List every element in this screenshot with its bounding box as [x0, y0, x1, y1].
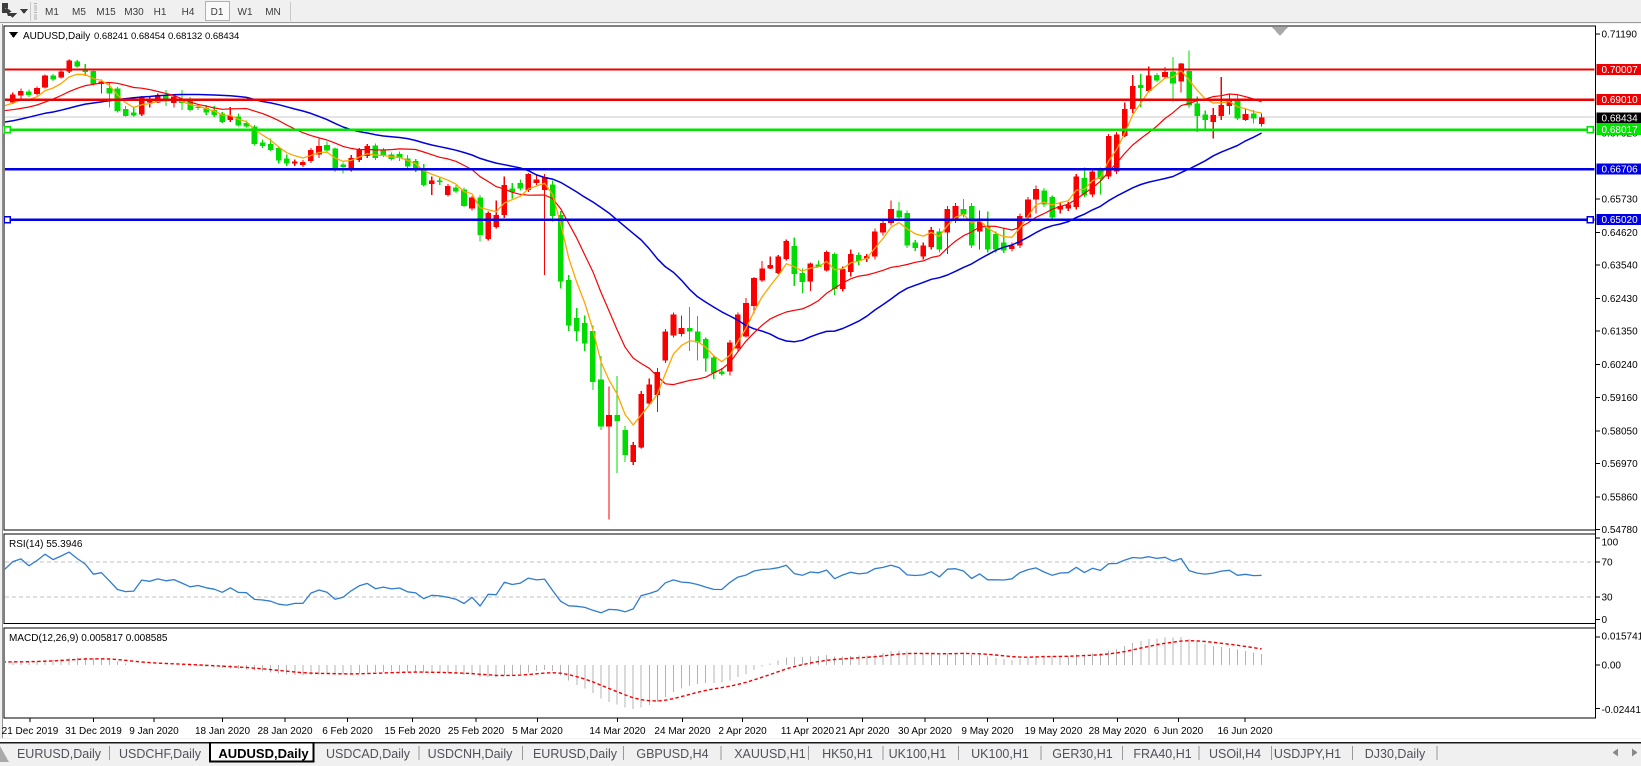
svg-text:28 Jan 2020: 28 Jan 2020 — [257, 726, 312, 737]
svg-text:HK50,H1: HK50,H1 — [822, 747, 873, 761]
svg-text:USDCAD,Daily: USDCAD,Daily — [326, 747, 411, 761]
svg-text:USOil,H4: USOil,H4 — [1209, 747, 1261, 761]
svg-text:0.56970: 0.56970 — [1602, 459, 1639, 470]
svg-text:UK100,H1: UK100,H1 — [889, 747, 947, 761]
svg-text:15 Feb 2020: 15 Feb 2020 — [384, 726, 441, 737]
svg-text:W1: W1 — [238, 7, 253, 18]
svg-text:XAUUSD,H1: XAUUSD,H1 — [734, 747, 806, 761]
svg-text:AUDUSD,Daily: AUDUSD,Daily — [23, 31, 90, 42]
svg-text:28 May 2020: 28 May 2020 — [1089, 726, 1147, 737]
svg-text:0.59160: 0.59160 — [1602, 393, 1639, 404]
svg-text:11 Apr 2020: 11 Apr 2020 — [781, 726, 835, 737]
svg-text:AUDUSD,Daily: AUDUSD,Daily — [218, 746, 309, 761]
svg-text:0.68241 0.68454 0.68132 0.6843: 0.68241 0.68454 0.68132 0.68434 — [94, 31, 239, 42]
svg-text:0.71190: 0.71190 — [1602, 29, 1638, 40]
svg-text:UK100,H1: UK100,H1 — [971, 747, 1029, 761]
svg-text:24 Mar 2020: 24 Mar 2020 — [654, 726, 711, 737]
svg-text:9 May 2020: 9 May 2020 — [961, 726, 1014, 737]
svg-text:0.65020: 0.65020 — [1602, 215, 1639, 226]
svg-text:0.68434: 0.68434 — [1602, 114, 1639, 125]
svg-text:M1: M1 — [45, 7, 59, 18]
svg-text:6 Feb 2020: 6 Feb 2020 — [322, 726, 373, 737]
svg-text:2 Apr 2020: 2 Apr 2020 — [718, 726, 767, 737]
svg-text:USDCNH,Daily: USDCNH,Daily — [428, 747, 513, 761]
svg-text:M5: M5 — [72, 7, 86, 18]
svg-text:18 Jan 2020: 18 Jan 2020 — [195, 726, 250, 737]
svg-text:0.60240: 0.60240 — [1602, 360, 1639, 371]
svg-text:0.62430: 0.62430 — [1602, 294, 1639, 305]
svg-text:H4: H4 — [182, 7, 195, 18]
svg-text:GER30,H1: GER30,H1 — [1052, 747, 1112, 761]
svg-text:0.55860: 0.55860 — [1602, 493, 1639, 504]
svg-text:0.70007: 0.70007 — [1602, 65, 1639, 76]
svg-text:31 Dec 2019: 31 Dec 2019 — [65, 726, 122, 737]
svg-text:0.64620: 0.64620 — [1602, 228, 1639, 239]
svg-text:0.00: 0.00 — [1602, 661, 1622, 672]
svg-text:0.58050: 0.58050 — [1602, 426, 1639, 437]
svg-text:70: 70 — [1602, 557, 1614, 568]
svg-text:5 Mar 2020: 5 Mar 2020 — [512, 726, 563, 737]
svg-text:FRA40,H1: FRA40,H1 — [1133, 747, 1191, 761]
svg-text:H1: H1 — [154, 7, 167, 18]
svg-text:EURUSD,Daily: EURUSD,Daily — [533, 747, 618, 761]
svg-text:30 Apr 2020: 30 Apr 2020 — [898, 726, 952, 737]
svg-text:0.54780: 0.54780 — [1602, 525, 1639, 536]
svg-text:0.61350: 0.61350 — [1602, 327, 1639, 338]
svg-text:EURUSD,Daily: EURUSD,Daily — [17, 747, 102, 761]
svg-text:0.69010: 0.69010 — [1602, 95, 1639, 106]
svg-text:MACD(12,26,9) 0.005817 0.00858: MACD(12,26,9) 0.005817 0.008585 — [9, 633, 168, 644]
svg-text:USDJPY,H1: USDJPY,H1 — [1274, 747, 1341, 761]
svg-text:0.66706: 0.66706 — [1602, 165, 1639, 176]
svg-text:14 Mar 2020: 14 Mar 2020 — [589, 726, 646, 737]
svg-text:16 Jun 2020: 16 Jun 2020 — [1217, 726, 1272, 737]
svg-text:19 May 2020: 19 May 2020 — [1025, 726, 1083, 737]
svg-text:6 Jun 2020: 6 Jun 2020 — [1154, 726, 1204, 737]
svg-text:25 Feb 2020: 25 Feb 2020 — [448, 726, 505, 737]
svg-text:0.015741: 0.015741 — [1602, 631, 1641, 642]
svg-text:0.65730: 0.65730 — [1602, 194, 1639, 205]
svg-text:GBPUSD,H4: GBPUSD,H4 — [636, 747, 708, 761]
svg-text:D1: D1 — [211, 7, 224, 18]
svg-text:21 Apr 2020: 21 Apr 2020 — [836, 726, 890, 737]
svg-text:9 Jan 2020: 9 Jan 2020 — [129, 726, 179, 737]
svg-text:M15: M15 — [96, 7, 116, 18]
svg-text:DJ30,Daily: DJ30,Daily — [1365, 747, 1426, 761]
svg-text:M30: M30 — [124, 7, 144, 18]
svg-text:USDCHF,Daily: USDCHF,Daily — [119, 747, 202, 761]
svg-text:RSI(14) 55.3946: RSI(14) 55.3946 — [9, 539, 83, 550]
svg-text:100: 100 — [1602, 537, 1619, 548]
svg-text:0.63540: 0.63540 — [1602, 261, 1639, 272]
svg-text:21 Dec 2019: 21 Dec 2019 — [2, 726, 59, 737]
svg-text:0: 0 — [1602, 615, 1608, 626]
svg-text:30: 30 — [1602, 593, 1614, 604]
svg-text:MN: MN — [265, 7, 281, 18]
svg-text:0.68017: 0.68017 — [1602, 125, 1639, 136]
